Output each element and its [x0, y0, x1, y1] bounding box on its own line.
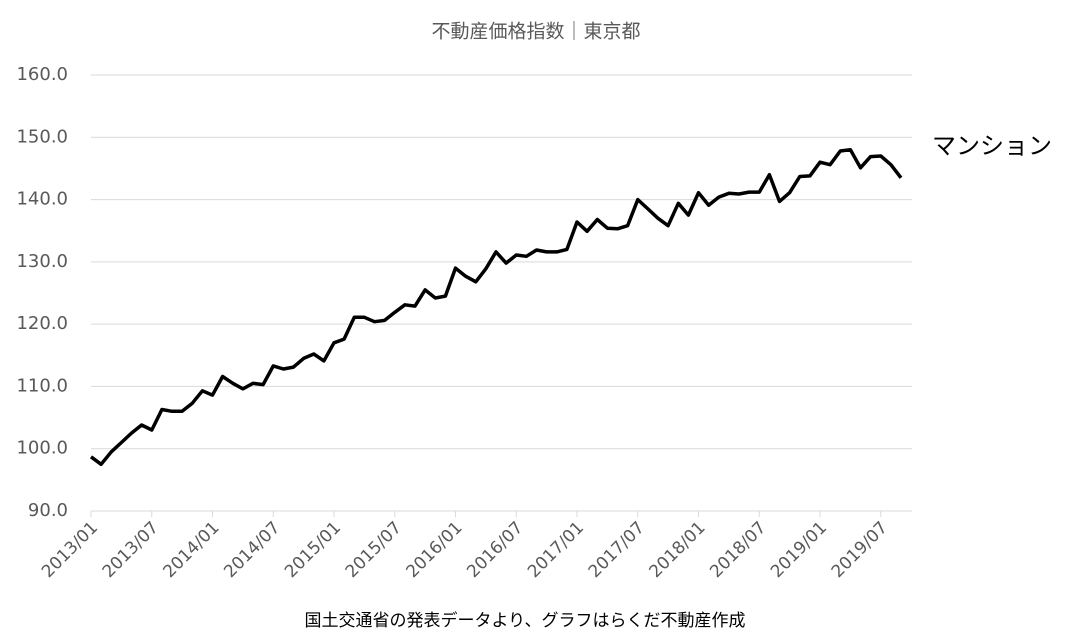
y-tick-label: 90.0: [28, 500, 68, 521]
y-tick-label: 140.0: [16, 189, 68, 210]
y-tick-label: 100.0: [16, 438, 68, 459]
y-tick-label: 120.0: [16, 313, 68, 334]
y-tick-label: 130.0: [16, 251, 68, 272]
y-tick-label: 110.0: [16, 375, 68, 396]
line-series: [89, 147, 903, 467]
series-label: マンション: [932, 132, 1052, 160]
y-tick-label: 160.0: [16, 64, 68, 85]
source-note: 国土交通省の発表データより、グラフはらくだ不動産作成: [305, 610, 746, 631]
y-tick-label: 150.0: [16, 126, 68, 147]
chart-title: 不動産価格指数｜東京都: [431, 21, 640, 43]
